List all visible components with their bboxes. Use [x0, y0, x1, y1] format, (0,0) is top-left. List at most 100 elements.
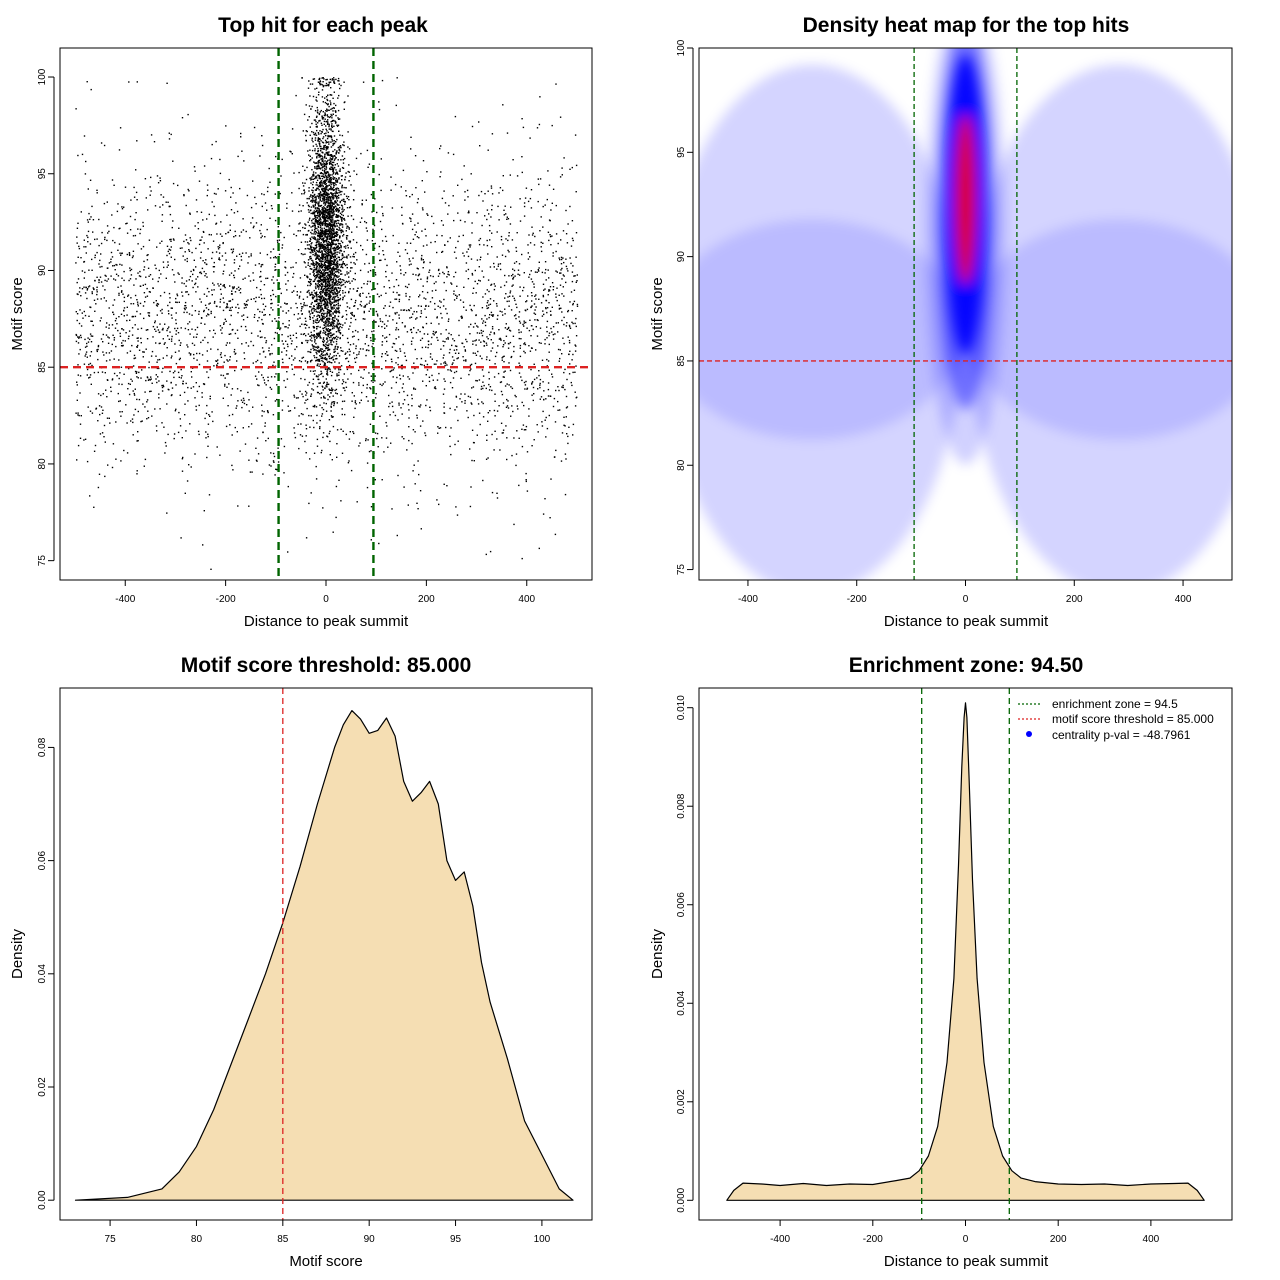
scatter-point	[532, 399, 534, 402]
scatter-point	[207, 376, 210, 379]
scatter-point	[541, 421, 543, 423]
scatter-point	[405, 195, 408, 197]
scatter-point	[504, 297, 506, 299]
scatter-point	[127, 388, 129, 390]
scatter-point	[288, 320, 290, 322]
scatter-point	[312, 187, 314, 189]
scatter-point	[253, 126, 256, 129]
scatter-point	[282, 322, 284, 325]
scatter-point	[486, 209, 489, 211]
scatter-point	[383, 307, 385, 309]
scatter-point	[342, 144, 344, 146]
scatter-point	[487, 338, 489, 340]
scatter-point	[240, 259, 243, 261]
scatter-point	[492, 314, 495, 316]
scatter-point	[323, 156, 326, 158]
scatter-point	[317, 240, 319, 242]
scatter-point	[264, 337, 266, 339]
scatter-point	[229, 307, 232, 309]
scatter-point	[96, 298, 99, 300]
scatter-point	[318, 320, 320, 322]
scatter-point	[527, 258, 530, 260]
scatter-point	[269, 386, 271, 389]
scatter-point	[330, 154, 333, 156]
scatter-point	[241, 315, 243, 317]
scatter-point	[476, 380, 478, 382]
scatter-point	[156, 430, 158, 432]
scatter-point	[120, 254, 122, 256]
scatter-point	[315, 201, 317, 203]
scatter-point	[428, 376, 431, 378]
scatter-point	[362, 329, 364, 331]
scatter-point	[539, 398, 541, 400]
scatter-point	[353, 352, 355, 354]
scatter-point	[427, 214, 429, 216]
scatter-point	[374, 198, 376, 200]
scatter-point	[366, 303, 368, 305]
scatter-point	[512, 410, 514, 413]
scatter-point	[88, 338, 91, 341]
scatter-point	[143, 260, 145, 263]
scatter-point	[442, 345, 445, 347]
scatter-point	[332, 336, 335, 339]
scatter-point	[430, 322, 432, 324]
scatter-point	[432, 379, 434, 381]
scatter-point	[224, 385, 226, 387]
scatter-point	[89, 376, 91, 378]
scatter-point	[319, 427, 321, 430]
scatter-point	[350, 261, 352, 264]
scatter-point	[335, 288, 337, 291]
scatter-point	[210, 568, 212, 570]
scatter-point	[491, 204, 493, 207]
scatter-point	[116, 210, 119, 213]
scatter-point	[486, 434, 488, 436]
scatter-point	[376, 293, 379, 295]
scatter-point	[209, 415, 211, 417]
scatter-point	[178, 358, 181, 361]
scatter-point	[150, 390, 152, 392]
scatter-point	[226, 386, 228, 388]
scatter-point	[371, 240, 374, 242]
scatter-point	[519, 198, 521, 200]
scatter-point	[82, 317, 84, 319]
scatter-point	[118, 149, 121, 151]
scatter-point	[411, 405, 413, 407]
scatter-point	[329, 285, 331, 288]
scatter-point	[154, 205, 157, 207]
scatter-point	[231, 298, 234, 301]
scatter-point	[535, 349, 537, 351]
scatter-point	[268, 464, 271, 466]
scatter-point	[357, 287, 359, 289]
scatter-point	[564, 453, 567, 455]
scatter-point	[475, 292, 477, 294]
scatter-point	[76, 227, 79, 229]
scatter-point	[417, 278, 419, 281]
scatter-point	[330, 295, 332, 297]
scatter-point	[408, 439, 410, 442]
scatter-point	[184, 251, 186, 253]
scatter-point	[326, 359, 328, 361]
scatter-point	[274, 376, 276, 378]
scatter-point	[79, 287, 81, 289]
scatter-point	[346, 351, 349, 353]
scatter-point	[405, 190, 407, 192]
scatter-point	[509, 369, 512, 372]
scatter-point	[466, 410, 468, 412]
scatter-point	[163, 291, 166, 294]
scatter-point	[569, 325, 571, 328]
scatter-point	[247, 299, 249, 301]
scatter-point	[88, 363, 90, 366]
scatter-point	[575, 191, 577, 193]
scatter-point	[436, 317, 438, 319]
scatter-point	[312, 280, 315, 283]
scatter-point	[400, 407, 402, 409]
scatter-point	[276, 398, 278, 401]
scatter-point	[160, 273, 162, 275]
scatter-point	[142, 305, 145, 307]
scatter-point	[494, 415, 496, 417]
scatter-point	[340, 347, 342, 349]
scatter-point	[427, 346, 429, 349]
scatter-point	[86, 297, 88, 300]
scatter-point	[352, 239, 355, 241]
scatter-point	[114, 279, 117, 281]
